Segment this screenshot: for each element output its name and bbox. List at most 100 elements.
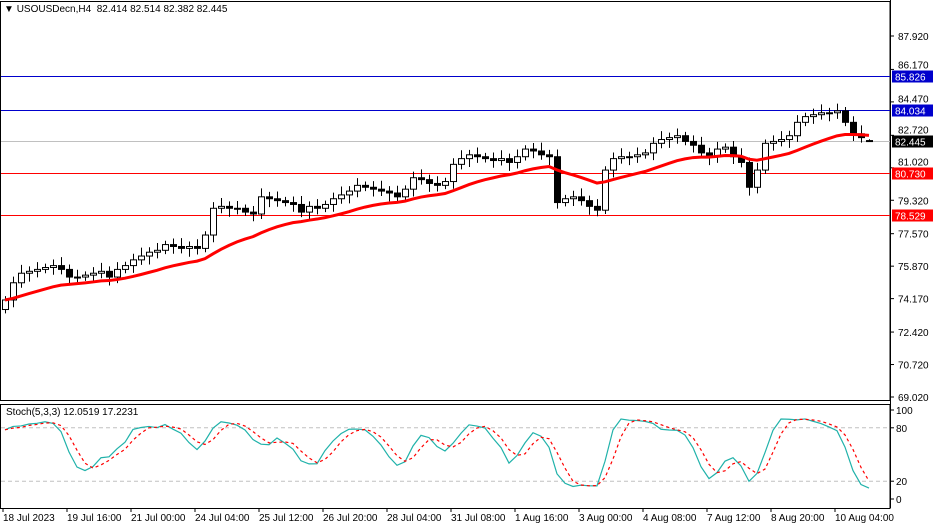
bear-candle [842,110,849,123]
bull-candle [26,270,33,274]
price-level-tag [892,104,933,117]
bear-candle [298,203,305,213]
bull-candle [450,163,457,183]
moving-average-line [4,132,870,302]
bull-candle [2,299,9,311]
triangle-down-icon[interactable]: ▼ [4,4,14,15]
bull-candle [778,139,785,142]
time-tick-label: 4 Aug 08:00 [643,513,697,524]
bear-candle [594,205,601,211]
bull-candle [754,169,761,188]
time-tick-label: 8 Aug 20:00 [771,513,825,524]
bear-candle [274,198,281,202]
bull-candle [98,270,105,274]
bear-candle [58,265,65,270]
bull-candle [562,198,569,204]
stochastic-tick-label: 20 [896,477,908,488]
bull-candle [138,255,145,261]
bear-candle [490,158,497,162]
bull-candle [802,116,809,123]
bear-candle [370,186,377,190]
bull-candle [202,234,209,249]
bull-candle [722,146,729,150]
bear-candle [106,270,113,278]
bull-candle [634,154,641,158]
price-level-label: 84.034 [895,107,926,118]
bear-candle [474,154,481,158]
bear-candle [546,154,553,158]
bear-candle [378,188,385,192]
bull-candle [650,142,657,154]
bull-candle [402,188,409,198]
bear-candle [242,207,249,213]
time-tick-label: 26 Jul 20:00 [323,513,378,524]
price-tick-label: 70.720 [898,361,929,372]
price-tick-label: 69.020 [898,393,929,404]
bull-candle [258,196,265,215]
bull-candle [146,251,153,257]
price-tick-label: 84.470 [898,95,929,106]
bid-price-label: 82.445 [895,138,926,149]
ohlc-readout: 82.414 82.514 82.382 82.445 [96,4,228,15]
price-tick-label: 87.920 [898,32,929,43]
bull-candle [346,190,353,196]
stochastic-main-line [4,418,870,489]
price-level-tag [892,167,933,180]
bull-candle [330,198,337,205]
time-tick-label: 10 Aug 04:00 [835,513,894,524]
price-tick-label: 82.720 [898,126,929,137]
time-tick-label: 25 Jul 12:00 [259,513,314,524]
bull-candle [50,265,57,268]
stochastic-label: Stoch(5,3,3) 12.0519 17.2231 [6,407,139,418]
bear-candle [178,245,185,249]
bull-candle [826,112,833,115]
bull-candle [410,177,417,190]
time-tick-label: 19 Jul 16:00 [67,513,122,524]
stochastic-tick-label: 0 [896,495,902,506]
price-level-label: 80.730 [895,170,926,181]
chart-header: ▼ USOUSDecn,H4 82.414 82.514 82.382 82.4… [4,4,227,15]
bull-candle [794,121,801,137]
bull-candle [602,169,609,211]
bull-candle [834,110,841,114]
bull-candle [658,139,665,144]
bull-candle [322,203,329,209]
bear-candle [66,268,73,278]
symbol-label: USOUSDecn,H4 [16,4,92,15]
price-level-tag [892,70,933,83]
bear-candle [482,156,489,160]
bull-candle [770,140,777,144]
price-tick-label: 77.570 [898,230,929,241]
bull-candle [122,265,129,270]
bull-candle [338,194,345,200]
bull-candle [162,244,169,251]
bull-candle [34,268,41,272]
bear-candle [266,196,273,200]
bear-candle [290,202,297,205]
bull-candle [210,207,217,236]
time-tick-label: 7 Aug 12:00 [707,513,761,524]
time-tick-label: 1 Aug 16:00 [515,513,569,524]
bull-candle [626,156,633,159]
price-tick-label: 81.020 [898,158,929,169]
bull-candle [674,135,681,139]
bull-candle [218,205,225,209]
bear-candle [250,211,257,215]
bull-candle [90,272,97,276]
bull-candle [130,259,137,267]
bull-candle [74,276,81,279]
bear-candle [434,182,441,186]
bull-candle [154,249,161,253]
stochastic-signal-line [4,418,870,487]
bull-candle [570,196,577,200]
time-tick-label: 3 Aug 00:00 [579,513,633,524]
price-tick-label: 74.170 [898,295,929,306]
bull-candle [522,148,529,158]
bear-candle [586,200,593,207]
bull-candle [442,181,449,186]
bear-candle [282,200,289,204]
time-tick-label: 18 Jul 2023 [3,513,55,524]
bear-candle [578,196,585,202]
bear-candle [746,161,753,188]
